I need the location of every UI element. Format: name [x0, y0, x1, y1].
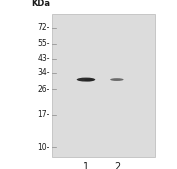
- Ellipse shape: [110, 78, 124, 81]
- Text: 72-: 72-: [38, 23, 50, 32]
- Text: 2: 2: [114, 162, 120, 169]
- Text: KDa: KDa: [31, 0, 50, 8]
- Text: 10-: 10-: [38, 143, 50, 152]
- Ellipse shape: [77, 78, 95, 82]
- Text: 34-: 34-: [38, 68, 50, 78]
- Text: 1: 1: [83, 162, 89, 169]
- Text: 43-: 43-: [38, 54, 50, 63]
- Text: 17-: 17-: [38, 111, 50, 119]
- Ellipse shape: [84, 79, 94, 81]
- Bar: [52, 14, 155, 157]
- Text: 26-: 26-: [38, 85, 50, 94]
- Text: 55-: 55-: [38, 39, 50, 48]
